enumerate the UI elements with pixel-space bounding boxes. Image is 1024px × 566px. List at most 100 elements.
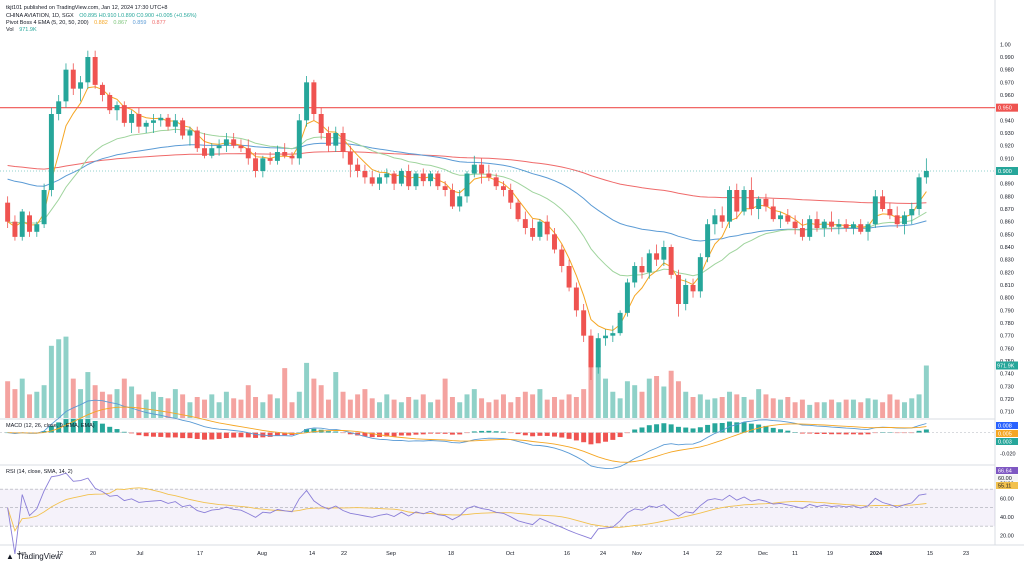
candle-body bbox=[559, 249, 565, 266]
volume-bar bbox=[442, 378, 448, 418]
volume-bar bbox=[19, 378, 25, 418]
candle-body bbox=[581, 310, 587, 336]
time-tick-label: Nov bbox=[632, 551, 642, 557]
macd-histogram-bar bbox=[814, 432, 820, 435]
candle-body bbox=[48, 114, 54, 190]
rsi-line bbox=[7, 472, 927, 554]
price-tick-label: 0.720 bbox=[1000, 397, 1014, 403]
volume-bar bbox=[697, 394, 703, 418]
candle-body bbox=[675, 274, 681, 304]
rsi-value-tag bbox=[996, 474, 1018, 482]
candle-body bbox=[121, 105, 127, 123]
candle-body bbox=[165, 117, 171, 127]
macd-signal-line bbox=[7, 406, 927, 463]
macd-histogram-bar bbox=[304, 429, 310, 433]
volume-bar bbox=[493, 399, 499, 418]
candle-body bbox=[697, 257, 703, 292]
volume-bar bbox=[566, 394, 572, 418]
volume-bar bbox=[296, 391, 302, 418]
candle-body bbox=[194, 130, 200, 149]
candle-body bbox=[727, 190, 732, 222]
macd-value-tag bbox=[996, 438, 1018, 445]
candle-body bbox=[843, 224, 849, 228]
volume-bar bbox=[719, 397, 725, 418]
volume-bar bbox=[238, 399, 244, 418]
candle-body bbox=[508, 190, 514, 203]
macd-histogram-bar bbox=[588, 432, 594, 445]
volume-bar bbox=[311, 378, 317, 418]
candle-body bbox=[63, 69, 69, 102]
volume-bar bbox=[581, 389, 587, 418]
macd-histogram-bar bbox=[56, 422, 62, 433]
candle-body bbox=[778, 215, 784, 220]
candle-body bbox=[683, 285, 689, 304]
price-tick-label: 0.800 bbox=[1000, 296, 1014, 302]
candle-body bbox=[406, 171, 412, 187]
volume-bar bbox=[231, 398, 237, 418]
macd-histogram-bar bbox=[923, 429, 929, 433]
macd-histogram-bar bbox=[187, 432, 193, 439]
volume-bar bbox=[887, 394, 893, 418]
price-tick-label: 0.770 bbox=[1000, 334, 1014, 340]
candle-body bbox=[493, 177, 499, 187]
candle-body bbox=[479, 164, 485, 174]
volume-bar bbox=[654, 376, 660, 418]
volume-bar bbox=[544, 399, 550, 418]
candle-body bbox=[872, 196, 878, 225]
candle-body bbox=[712, 215, 718, 225]
time-tick-label: 18 bbox=[448, 551, 454, 557]
rsi-value-tag bbox=[996, 467, 1018, 474]
candle-body bbox=[369, 177, 375, 184]
volume-bar bbox=[624, 381, 630, 418]
volume-bar bbox=[770, 398, 776, 418]
macd-histogram-bar bbox=[493, 431, 499, 433]
candle-body bbox=[880, 196, 886, 209]
time-tick-label: 19 bbox=[827, 551, 833, 557]
candle-body bbox=[573, 287, 579, 311]
volume-bar bbox=[180, 394, 186, 418]
volume-bar bbox=[223, 391, 229, 418]
macd-histogram-bar bbox=[668, 424, 674, 433]
volume-bar bbox=[158, 397, 164, 418]
volume-bar bbox=[194, 397, 200, 418]
time-tick-label: 16 bbox=[564, 551, 570, 557]
macd-histogram-bar bbox=[355, 432, 361, 436]
volume-bar bbox=[763, 394, 769, 418]
macd-value-label: 0.005 bbox=[998, 432, 1012, 438]
candle-body bbox=[566, 266, 572, 288]
ema5-value: 0.882 bbox=[94, 20, 108, 26]
tradingview-logo-icon: ▲ bbox=[6, 552, 14, 561]
macd-histogram-bar bbox=[646, 425, 652, 433]
time-tick-label: 14 bbox=[309, 551, 315, 557]
candle-body bbox=[865, 224, 871, 232]
volume-bar bbox=[333, 372, 339, 418]
price-tick-label: 0.710 bbox=[1000, 410, 1014, 416]
rsi-ma-line bbox=[7, 487, 927, 532]
candle-body bbox=[902, 215, 907, 225]
macd-value-label: 0.008 bbox=[998, 424, 1012, 430]
macd-histogram-bar bbox=[384, 432, 390, 437]
price-tick-label: 0.870 bbox=[1000, 207, 1014, 213]
macd-histogram-bar bbox=[522, 432, 528, 436]
volume-bar bbox=[107, 394, 113, 418]
candle-body bbox=[887, 209, 893, 216]
macd-histogram-bar bbox=[690, 428, 696, 433]
candle-body bbox=[807, 219, 813, 237]
volume-bar bbox=[5, 381, 11, 418]
candle-body bbox=[333, 133, 339, 146]
candle-body bbox=[428, 173, 434, 182]
macd-histogram-bar bbox=[180, 432, 186, 439]
candle-body bbox=[347, 152, 353, 165]
rsi-tick-label: 40.00 bbox=[1000, 515, 1014, 521]
ohlc-values: O0.895 H0.910 L0.890 C0.900 +0.005 (+0.5… bbox=[79, 13, 197, 19]
time-tick-label: 23 bbox=[963, 551, 969, 557]
volume-bar bbox=[537, 389, 543, 418]
macd-histogram-bar bbox=[70, 418, 76, 433]
ema50-line bbox=[7, 142, 927, 242]
ema-label: Pivot Boss 4 EMA (5, 20, 50, 200) bbox=[6, 20, 89, 26]
symbol-title: CHINA AVIATION, 1D, SGX bbox=[6, 13, 74, 19]
volume-bar bbox=[369, 398, 375, 418]
macd-histogram-bar bbox=[566, 432, 572, 439]
candle-body bbox=[304, 82, 310, 121]
